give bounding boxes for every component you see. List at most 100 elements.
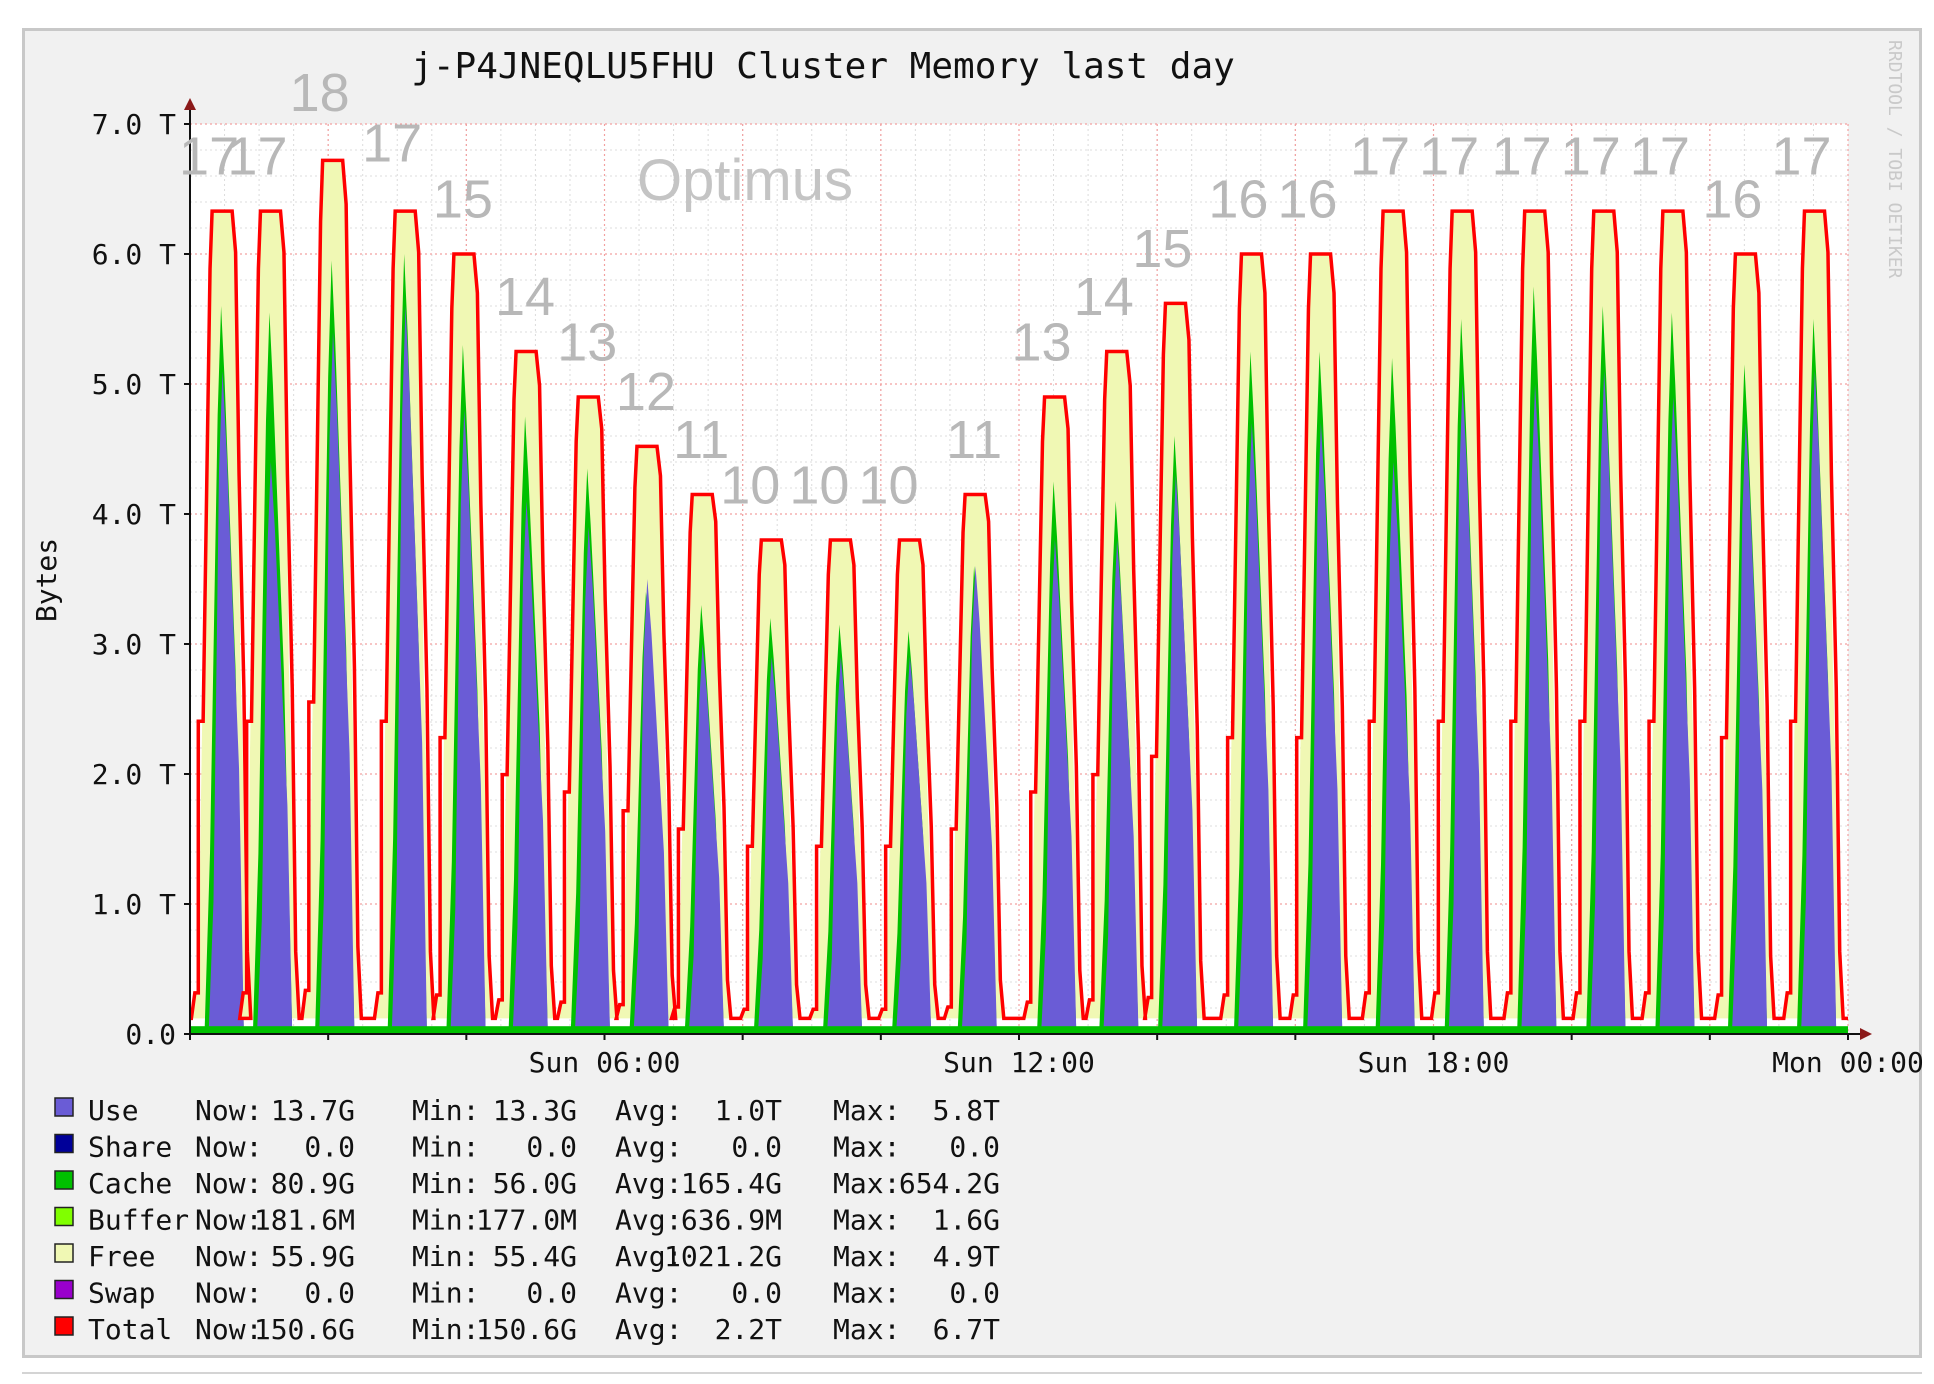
legend-row: Cache Now: 80.9G Min: 56.0G Avg:165.4G Max:654…	[54, 1167, 1000, 1200]
y-axis-label: Bytes	[30, 538, 63, 622]
legend-min-value: 55.4G	[493, 1240, 577, 1273]
legend-now-value: 55.9G	[271, 1240, 355, 1273]
peak-count-annotation: 17	[362, 114, 422, 174]
peak-count-annotation: 18	[290, 63, 350, 123]
legend-min-label: Min:	[412, 1277, 479, 1310]
use-spike	[1521, 384, 1557, 1034]
legend-series-name: Free	[88, 1240, 155, 1273]
series-areas	[190, 160, 1848, 1034]
legend-series-name: Cache	[88, 1167, 172, 1200]
x-tick-label: Sun 12:00	[943, 1046, 1095, 1079]
use-spike	[512, 501, 548, 1034]
use-spike	[1237, 423, 1274, 1034]
legend-now-label: Now:	[195, 1277, 262, 1310]
legend-avg-label: Avg:	[615, 1131, 682, 1164]
use-spike	[1659, 397, 1695, 1034]
legend-avg-label: Avg:	[615, 1167, 682, 1200]
plot-area: 0.0 1.0 T 2.0 T 3.0 T 4.0 T 5.0 T 6.0 T 7.0 T Su…	[92, 63, 1924, 1079]
legend-now-label: Now:	[195, 1240, 262, 1273]
use-spike	[391, 306, 427, 1034]
legend-swatch	[54, 1170, 74, 1190]
legend-row: Buffer Now:181.6M Min:177.0M Avg:636.9M Max:…	[54, 1204, 1000, 1237]
use-spike	[208, 371, 244, 1034]
legend-series-name: Swap	[88, 1277, 155, 1310]
legend-series-name: Use	[88, 1094, 139, 1127]
legend-min-value: 56.0G	[493, 1167, 577, 1200]
peak-count-annotation: 14	[1074, 267, 1134, 327]
use-spike	[1307, 423, 1343, 1034]
use-spike	[1379, 462, 1415, 1034]
legend-avg-value: 0.0	[731, 1131, 782, 1164]
legend-max-label: Max:	[833, 1313, 900, 1346]
legend-min-value: 0.0	[526, 1131, 577, 1164]
legend-max-label: Max:	[833, 1204, 900, 1237]
y-axis-arrow	[184, 98, 196, 110]
peak-count-annotation: 16	[1277, 170, 1337, 230]
y-tick-label: 4.0 T	[92, 498, 176, 531]
legend-now-label: Now:	[195, 1167, 262, 1200]
y-tick-label: 1.0 T	[92, 888, 176, 921]
legend-avg-label: Avg:	[615, 1240, 682, 1273]
use-spike	[574, 527, 611, 1034]
y-tick-label: 6.0 T	[92, 238, 176, 271]
legend-row: Free Now: 55.9G Min: 55.4G Avg:1021.2G Max: 4.9…	[54, 1240, 1000, 1273]
y-tick-label: 0.0	[125, 1018, 176, 1051]
legend-now-value: 0.0	[304, 1277, 355, 1310]
legend-min-value: 150.6G	[476, 1313, 577, 1346]
use-spike	[1731, 423, 1768, 1034]
legend-min-label: Min:	[412, 1167, 479, 1200]
legend-swatch	[54, 1133, 74, 1154]
legend-min-label: Min:	[412, 1204, 479, 1237]
chart-title: j-P4JNEQLU5FHU Cluster Memory last day	[411, 46, 1235, 87]
use-spike	[896, 657, 932, 1034]
peak-count-annotation: 17	[1492, 127, 1552, 187]
rrdtool-watermark: RRDTOOL / TOBI OETIKER	[1884, 40, 1905, 279]
legend-series-name: Share	[88, 1131, 172, 1164]
legend: Use Now: 13.7G Min: 13.3G Avg: 1.0T Max: 5.8T Sha…	[54, 1094, 1000, 1346]
legend-swatch	[54, 1097, 74, 1117]
cache-baseline	[190, 1026, 1848, 1034]
use-spike	[1162, 475, 1198, 1034]
use-spike	[1041, 540, 1077, 1034]
legend-avg-label: Avg:	[615, 1313, 682, 1346]
peak-count-annotation: 13	[1012, 313, 1072, 373]
peak-count-annotation: 11	[946, 410, 1002, 470]
legend-max-label: Max:	[833, 1240, 900, 1273]
use-spike	[1590, 371, 1626, 1034]
legend-max-value: 1.6G	[933, 1204, 1000, 1237]
legend-now-value: 80.9G	[271, 1167, 355, 1200]
use-spike	[633, 579, 669, 1034]
x-tick-label: Mon 00:00	[1772, 1046, 1924, 1079]
use-spike	[450, 410, 486, 1034]
x-axis-arrow	[1860, 1028, 1872, 1040]
legend-avg-label: Avg:	[615, 1094, 682, 1127]
use-spike	[826, 657, 863, 1034]
y-tick-label: 2.0 T	[92, 758, 176, 791]
legend-max-label: Max:	[833, 1167, 900, 1200]
peak-count-annotation: 15	[433, 170, 493, 230]
legend-swatch	[54, 1279, 74, 1300]
peak-count-annotation: 17	[1561, 127, 1621, 187]
legend-max-value: 0.0	[949, 1277, 1000, 1310]
use-spike	[319, 332, 355, 1034]
legend-max-label: Max:	[833, 1131, 900, 1164]
x-tick-label: Sun 18:00	[1358, 1046, 1510, 1079]
peak-count-annotation: 17	[1419, 127, 1479, 187]
divider	[22, 1372, 1922, 1374]
legend-now-label: Now:	[195, 1094, 262, 1127]
legend-avg-value: 0.0	[731, 1277, 782, 1310]
legend-min-label: Min:	[412, 1313, 479, 1346]
total-line	[189, 158, 1848, 1021]
peak-count-annotation: 15	[1132, 219, 1192, 279]
legend-now-value: 150.6G	[254, 1313, 355, 1346]
legend-avg-value: 2.2T	[715, 1313, 783, 1346]
y-tick-label: 7.0 T	[92, 108, 176, 141]
legend-swatch	[54, 1206, 74, 1227]
legend-row: Total Now:150.6G Min:150.6G Avg: 2.2T Max: 6.7…	[54, 1313, 1000, 1346]
legend-series-name: Buffer	[88, 1204, 189, 1237]
peak-count-annotation: 10	[789, 456, 849, 516]
legend-now-value: 0.0	[304, 1131, 355, 1164]
legend-max-label: Max:	[833, 1277, 900, 1310]
legend-row: Use Now: 13.7G Min: 13.3G Avg: 1.0T Max: 5.8T	[54, 1094, 1000, 1127]
